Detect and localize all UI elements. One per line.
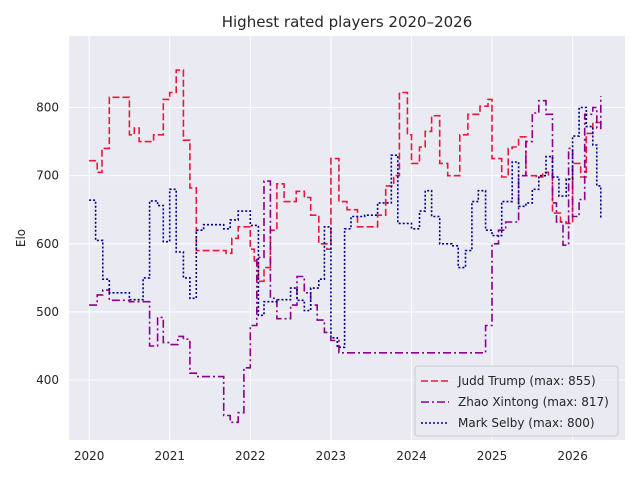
y-tick-label: 700 — [36, 169, 59, 183]
legend-label-1: Zhao Xintong (max: 817) — [458, 395, 609, 409]
x-tick-label: 2026 — [557, 449, 588, 463]
y-tick-label: 800 — [36, 101, 59, 115]
legend: Judd Trump (max: 855) Zhao Xintong (max: … — [414, 365, 619, 437]
x-tick-label: 2022 — [235, 449, 266, 463]
y-tick-label: 500 — [36, 305, 59, 319]
x-tick-label: 2025 — [477, 449, 508, 463]
x-tick-label: 2024 — [396, 449, 427, 463]
y-tick-label: 400 — [36, 373, 59, 387]
axis-ticks: 2020 2021 2022 2023 2024 2025 2026 400 500 600 700… — [36, 101, 588, 463]
chart-title: Highest rated players 2020–2026 — [222, 13, 473, 31]
legend-label-0: Judd Trump (max: 855) — [457, 374, 596, 388]
legend-box — [414, 365, 619, 437]
y-axis-label: Elo — [14, 229, 28, 247]
series-line-2 — [89, 106, 602, 349]
x-tick-label: 2023 — [316, 449, 347, 463]
series-group — [89, 69, 602, 424]
series-line-0 — [89, 69, 602, 283]
x-tick-label: 2021 — [154, 449, 185, 463]
x-tick-label: 2020 — [74, 449, 105, 463]
legend-label-2: Mark Selby (max: 800) — [458, 416, 595, 430]
y-tick-label: 600 — [36, 237, 59, 251]
